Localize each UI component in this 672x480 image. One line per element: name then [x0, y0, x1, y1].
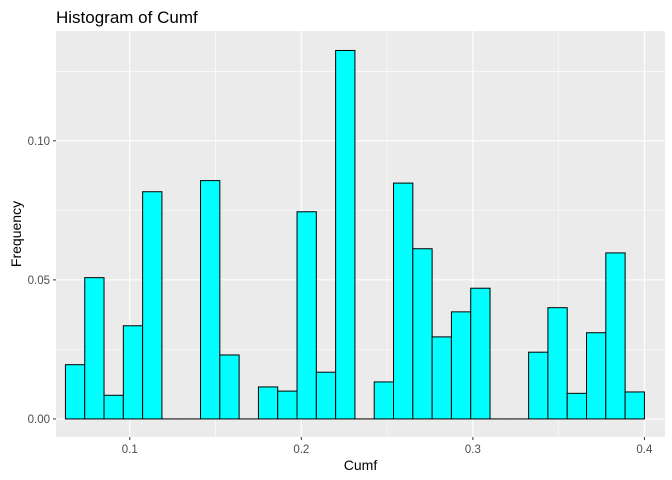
histogram-bar	[431, 336, 452, 420]
histogram-bar	[296, 211, 317, 420]
histogram-bar	[315, 371, 337, 420]
histogram-bar	[624, 391, 645, 420]
histogram-bars	[64, 49, 645, 420]
y-tick-label: 0.00	[28, 414, 50, 426]
y-tick-label: 0.05	[28, 275, 50, 287]
histogram-bar	[103, 394, 124, 420]
histogram-bar	[566, 392, 588, 420]
x-tick-label: 0.1	[122, 444, 138, 456]
y-axis-title: Frequency	[8, 201, 24, 267]
histogram-bar	[200, 180, 221, 420]
histogram-bar	[335, 49, 356, 420]
histogram-bar	[547, 307, 568, 420]
histogram-bar	[605, 252, 626, 420]
x-tick-label: 0.4	[636, 444, 653, 456]
x-tick-label: 0.3	[465, 444, 481, 456]
x-tick-label: 0.2	[293, 444, 309, 456]
histogram-bar	[142, 191, 163, 420]
histogram-bar	[528, 351, 549, 420]
histogram-bar	[450, 311, 472, 420]
histogram-bar	[412, 248, 433, 420]
histogram-bar	[219, 354, 240, 420]
histogram-bar	[277, 390, 298, 420]
x-axis-title: Cumf	[344, 457, 378, 473]
histogram-bar	[393, 182, 414, 420]
histogram-bar	[84, 277, 105, 420]
histogram-bar	[586, 332, 607, 420]
chart-title: Histogram of Cumf	[56, 8, 198, 27]
histogram-bar	[257, 386, 279, 420]
histogram-bar	[470, 287, 491, 420]
y-tick-label: 0.10	[28, 136, 50, 148]
histogram-bar	[122, 325, 144, 420]
histogram-bar	[373, 381, 395, 420]
y-axis: 0.00 0.05 0.10	[28, 136, 56, 426]
histogram-bar	[64, 364, 86, 420]
x-axis: 0.1 0.2 0.3 0.4	[122, 437, 653, 456]
